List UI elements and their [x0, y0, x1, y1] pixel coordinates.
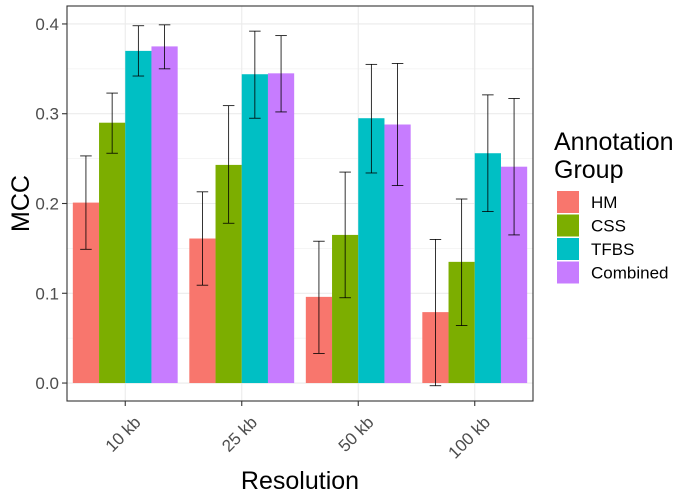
- x-axis: 10 kb 25 kb 50 kb 100 kb: [102, 401, 494, 462]
- y-tick-label: 0.1: [35, 284, 59, 303]
- legend-swatch: [557, 261, 579, 284]
- error-bars: [80, 24, 520, 387]
- x-axis-title: Resolution: [241, 467, 359, 495]
- legend-label: TFBS: [591, 240, 634, 259]
- y-axis-title: MCC: [7, 175, 35, 232]
- legend-items: HM CSS TFBS Combined: [557, 191, 669, 284]
- bar: [125, 50, 152, 384]
- bar: [151, 46, 178, 384]
- bar: [267, 73, 295, 384]
- legend-swatch: [557, 214, 579, 237]
- x-tick-label: 10 kb: [102, 413, 145, 456]
- legend-swatch: [557, 238, 579, 260]
- y-tick-label: 0.2: [35, 195, 59, 214]
- bar-groups: [72, 46, 528, 384]
- legend-label: CSS: [591, 217, 626, 236]
- legend-title-line-1: Annotation: [554, 128, 674, 156]
- bar: [241, 74, 268, 384]
- legend-swatch: [557, 191, 579, 213]
- legend: Annotation Group HM CSS TFBS Combined: [554, 128, 674, 284]
- legend-label: HM: [591, 193, 617, 212]
- x-tick-label: 50 kb: [335, 413, 378, 456]
- x-tick-label: 25 kb: [218, 413, 261, 456]
- legend-label: Combined: [591, 264, 669, 283]
- bar: [99, 122, 126, 384]
- y-tick-label: 0.0: [35, 374, 59, 393]
- legend-title-line-2: Group: [554, 156, 623, 184]
- y-tick-label: 0.3: [35, 105, 59, 124]
- y-tick-label: 0.4: [35, 15, 59, 34]
- y-axis: 0.0 0.1 0.2 0.3 0.4: [35, 15, 67, 393]
- x-tick-label: 100 kb: [445, 413, 495, 463]
